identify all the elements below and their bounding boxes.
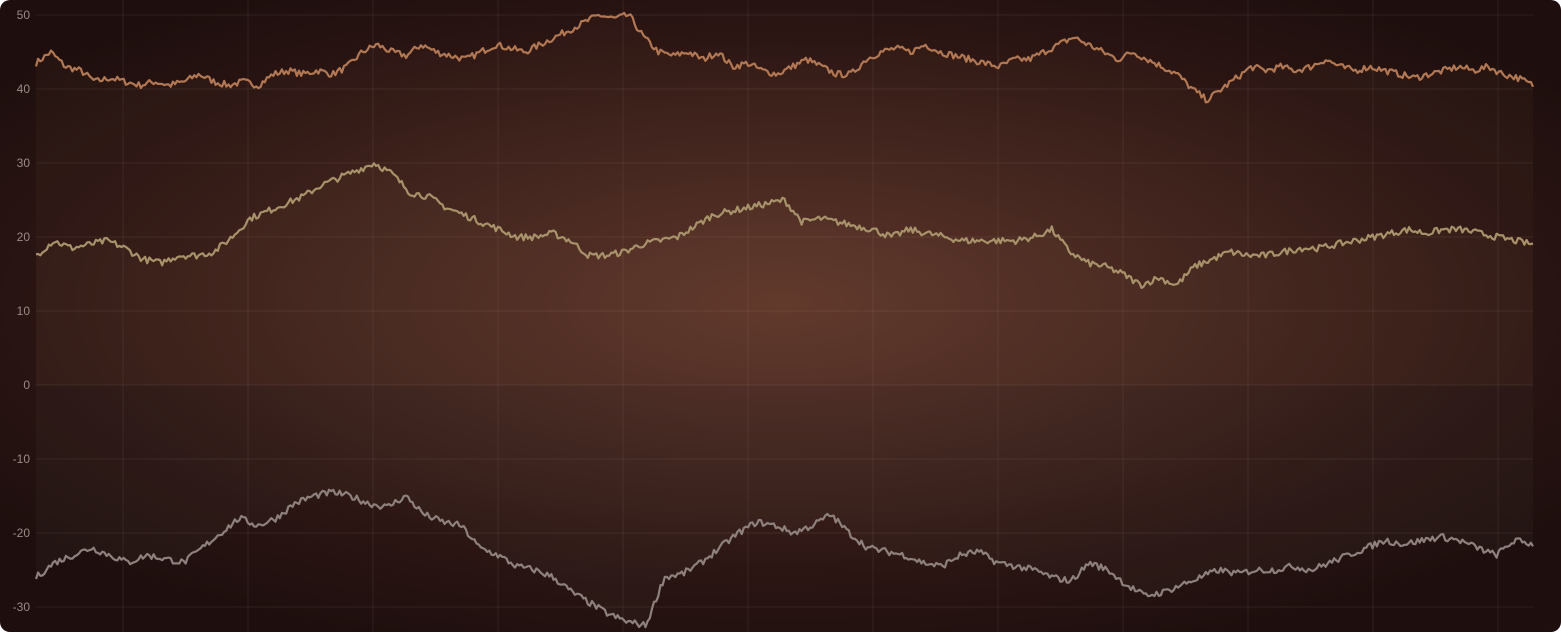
y-tick-label: 20 bbox=[17, 230, 31, 244]
y-tick-label: 40 bbox=[17, 82, 31, 96]
series-line-2 bbox=[35, 162, 1534, 290]
y-tick-label: 0 bbox=[23, 378, 30, 392]
y-tick-label: -30 bbox=[13, 600, 31, 614]
y-tick-label: 10 bbox=[17, 304, 31, 318]
grid-lines bbox=[36, 0, 1533, 632]
y-tick-label: 50 bbox=[17, 8, 31, 22]
series-area-3 bbox=[36, 385, 1533, 628]
series-line-1 bbox=[34, 11, 1535, 104]
series-line-3 bbox=[34, 488, 1534, 629]
series-layer bbox=[34, 11, 1535, 629]
y-tick-label: 30 bbox=[17, 156, 31, 170]
y-axis-ticks: 50 40 30 20 10 0 -10 -20 -30 bbox=[13, 8, 31, 614]
y-tick-label: -20 bbox=[13, 526, 31, 540]
series-area-2 bbox=[36, 163, 1533, 385]
y-tick-label: -10 bbox=[13, 452, 31, 466]
